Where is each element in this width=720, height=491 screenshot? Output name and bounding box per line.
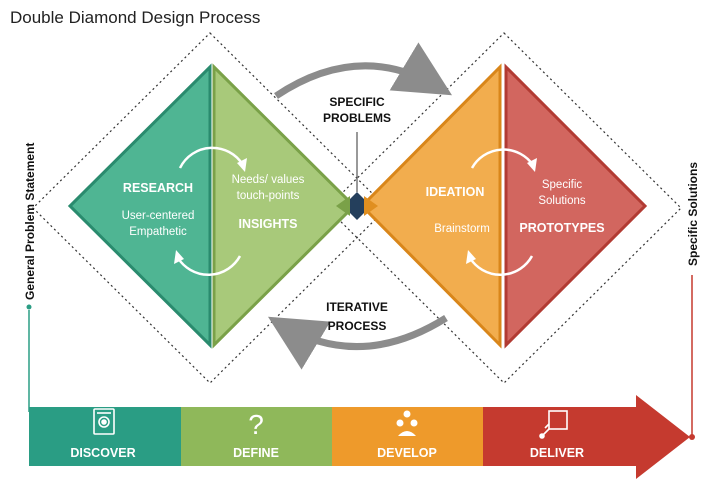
research-line-1: User-centered: [122, 210, 195, 222]
right-axis-label: Specific Solutions: [686, 162, 700, 266]
bottom-gray-arc: [267, 315, 448, 370]
ideation-heading: IDEATION: [426, 185, 485, 199]
left-axis-dot: [26, 304, 32, 310]
question-icon: ?: [248, 409, 264, 440]
delivery-icon: [539, 410, 568, 439]
cycle-arrow-bottom-2: [468, 255, 534, 276]
cycle-arrowhead-3: [527, 158, 537, 172]
cycle-arrow-top-1: [178, 146, 245, 169]
diamond2-outline: [326, 32, 682, 384]
iterative-label-1: ITERATIVE: [326, 300, 388, 314]
specific-label-1: SPECIFIC: [329, 95, 385, 109]
cycle-arrowhead-1: [237, 158, 247, 172]
cycle-arrowhead-2: [174, 250, 184, 264]
cycle-arrowhead-4: [466, 250, 476, 264]
document-icon: [93, 408, 115, 435]
cycle-arrow-top-2: [470, 148, 535, 169]
ideation-half: [359, 63, 502, 349]
stage-label-discover: DISCOVER: [70, 446, 135, 460]
ideation-line-1: Brainstorm: [434, 223, 490, 235]
top-gray-arc: [274, 42, 453, 99]
insights-line-1: Needs/ values: [232, 174, 305, 186]
insights-half: [212, 63, 357, 349]
research-line-2: Empathetic: [129, 226, 187, 238]
insights-line-2: touch-points: [237, 190, 300, 202]
stage-deliver: [483, 395, 690, 479]
team-icon: [396, 410, 418, 436]
specific-label-2: PROBLEMS: [323, 111, 391, 125]
stage-label-deliver: DELIVER: [530, 446, 584, 460]
research-half: [67, 63, 212, 349]
prototypes-line-2: Solutions: [538, 195, 586, 207]
cycle-arrow-bottom-1: [176, 255, 242, 276]
small-orange-tip: [364, 196, 378, 216]
prototypes-half: [504, 63, 648, 349]
small-green-tip: [336, 196, 350, 216]
stage-define: [181, 407, 332, 466]
stage-label-define: DEFINE: [233, 446, 279, 460]
left-axis-label: General Problem Statement: [23, 143, 37, 300]
diamond1-outline: [32, 32, 388, 384]
prototypes-heading: PROTOTYPES: [519, 221, 604, 235]
iterative-label-2: PROCESS: [328, 319, 387, 333]
stage-label-develop: DEVELOP: [377, 446, 437, 460]
insights-heading: INSIGHTS: [238, 217, 297, 231]
prototypes-line-1: Specific: [542, 179, 583, 191]
right-axis-dot: [689, 434, 695, 440]
research-heading: RESEARCH: [123, 181, 193, 195]
svg-text:?: ?: [248, 409, 264, 440]
page-title: Double Diamond Design Process: [10, 8, 261, 27]
